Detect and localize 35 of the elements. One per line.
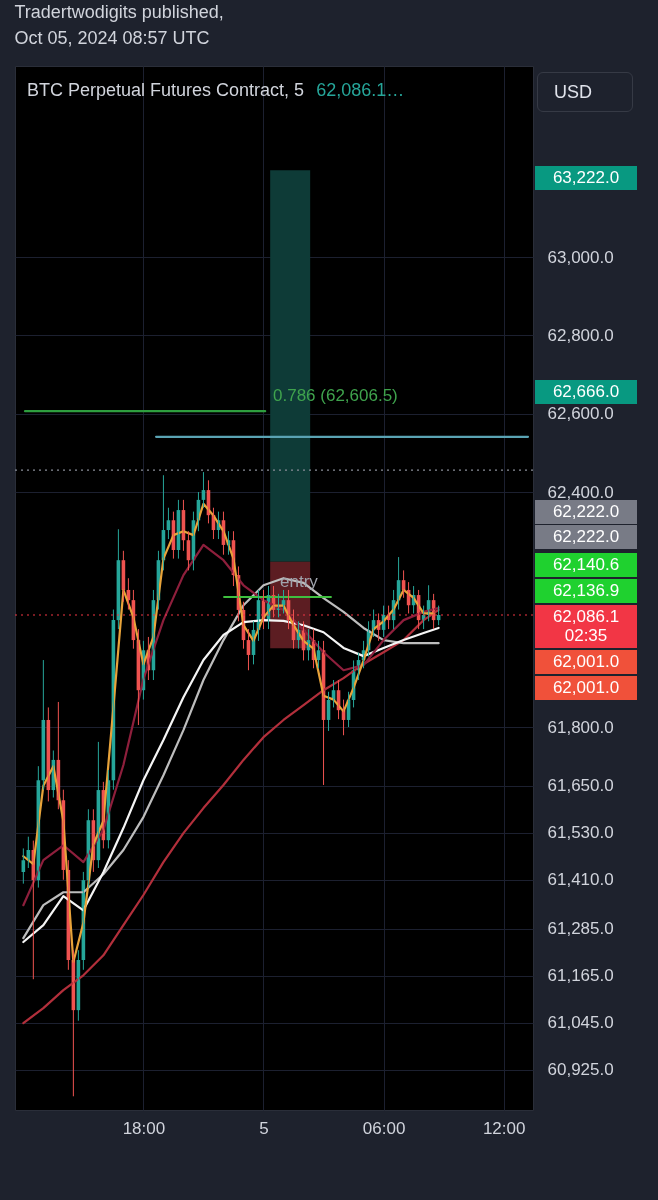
line-series: [22, 502, 435, 964]
y-tick-label: 62,600.0: [547, 404, 614, 424]
annotation: 62,086.1…: [316, 80, 405, 101]
y-tick-label: 62,800.0: [547, 325, 614, 345]
y-tick-label: 63,000.0: [547, 247, 614, 267]
y-tick-label: 61,530.0: [547, 823, 614, 843]
text: 02:35: [535, 624, 637, 648]
annotation: BTC Perpetual Futures Contract, 5: [27, 80, 305, 101]
line-series: [22, 543, 440, 907]
text: 62,001.0: [535, 676, 637, 700]
annotation: 0.786 (62,606.5): [273, 386, 398, 406]
y-tick-label: 61,800.0: [547, 717, 614, 737]
text: 62,222.0: [535, 500, 637, 524]
text: 62,140.6: [535, 553, 637, 577]
chart-title: Tradertwodigits published,: [14, 2, 224, 22]
x-tick-label: 06:00: [362, 1118, 406, 1138]
x-tick-label: 12:00: [482, 1118, 526, 1138]
text: USD: [537, 72, 633, 112]
text: 62,001.0: [535, 650, 637, 674]
y-tick-label: 61,045.0: [547, 1013, 614, 1033]
y-tick-label: 61,165.0: [547, 966, 614, 986]
x-tick-label: 5: [259, 1118, 269, 1138]
text: 62,136.9: [535, 579, 637, 603]
text: 62,666.0: [535, 380, 637, 404]
text: 62,222.0: [535, 525, 637, 549]
chart-subtitle: Oct 05, 2024 08:57 UTC: [14, 28, 210, 48]
y-tick-label: 60,925.0: [547, 1060, 614, 1080]
y-tick-label: 61,650.0: [547, 776, 614, 796]
text: 62,086.1: [535, 605, 637, 629]
x-tick-label: 18:00: [122, 1118, 166, 1138]
y-tick-label: 62,400.0: [547, 482, 614, 502]
y-tick-label: 61,410.0: [547, 870, 614, 890]
line-series: [22, 608, 440, 1025]
text: 63,222.0: [535, 166, 637, 190]
y-tick-label: 61,285.0: [547, 919, 614, 939]
